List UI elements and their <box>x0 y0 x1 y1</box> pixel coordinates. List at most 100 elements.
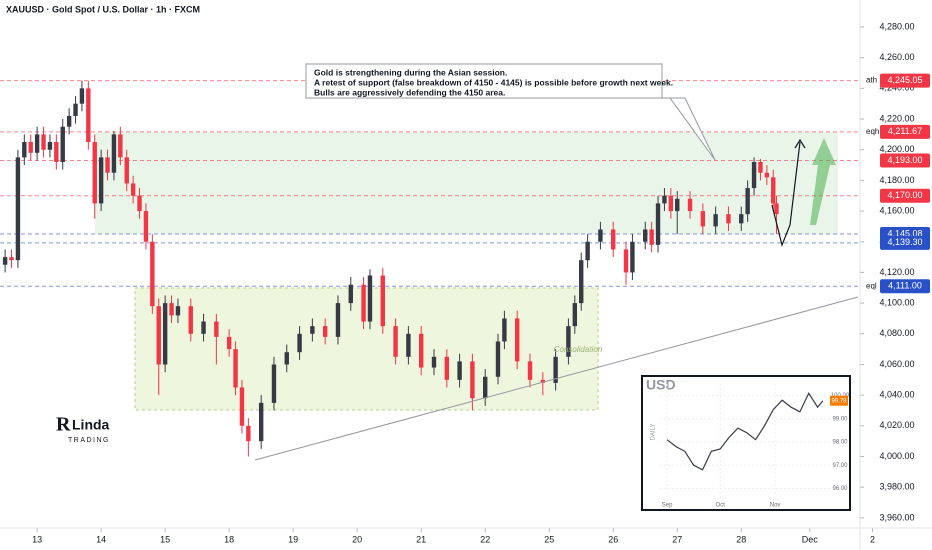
y-tick-label: 4,180.00 <box>879 175 914 185</box>
candle-body <box>623 249 629 273</box>
candle-body <box>2 257 8 265</box>
x-tick-label: 27 <box>672 534 682 544</box>
candle-body <box>9 257 14 261</box>
candle-body <box>655 203 661 245</box>
candle-body <box>22 142 27 158</box>
level-label: 4,245.05 <box>887 75 922 85</box>
level-label: 4,139.30 <box>887 237 922 247</box>
candle-body <box>47 142 53 150</box>
y-tick-label: 4,200.00 <box>879 144 914 154</box>
zone-label: Consolidation <box>554 345 603 354</box>
candle-body <box>322 326 328 337</box>
candle-body <box>643 229 648 242</box>
candle-body <box>751 161 757 189</box>
candle-body <box>687 198 693 212</box>
y-tick-label: 4,020.00 <box>879 420 914 430</box>
candle-body <box>124 157 129 184</box>
inset-subtitle: DAILY <box>651 424 657 441</box>
candle-body <box>226 336 232 350</box>
x-tick-label: 14 <box>96 534 106 544</box>
x-tick-label: 26 <box>608 534 618 544</box>
growth-arrow <box>810 138 836 225</box>
y-tick-label: 4,060.00 <box>879 359 914 369</box>
level-label: 4,170.00 <box>887 190 922 200</box>
inset-frame <box>641 375 851 511</box>
candle-body <box>572 303 578 327</box>
candle-body <box>310 326 315 334</box>
candle-body <box>515 318 520 362</box>
candle-body <box>495 341 501 377</box>
candle-body <box>431 356 437 368</box>
candle-body <box>214 321 219 337</box>
candle-body <box>137 195 142 212</box>
inset-y-tick-label: 97.00 <box>832 463 848 469</box>
x-tick-label: 25 <box>544 534 554 544</box>
logo-mark: R <box>56 414 71 436</box>
candle-body <box>668 195 674 212</box>
consolidation-box <box>134 287 599 411</box>
candle-body <box>611 229 616 250</box>
candle-body <box>335 303 341 337</box>
candle-body <box>233 349 238 388</box>
level-label: 4,211.67 <box>888 126 922 136</box>
candle-body <box>98 157 104 204</box>
candle-body <box>156 306 161 365</box>
candle-body <box>726 214 731 224</box>
candle-body <box>774 203 779 215</box>
callout-line: Gold is strengthening during the Asian s… <box>314 67 507 77</box>
candle-body <box>361 284 366 322</box>
candle-body <box>367 275 373 322</box>
x-tick-label: Dec <box>802 534 819 544</box>
inset-x-tick-label: Sep <box>662 503 673 509</box>
x-tick-label: 20 <box>352 534 362 544</box>
candle-body <box>457 361 462 380</box>
candle-body <box>162 303 168 365</box>
y-tick-label: 4,280.00 <box>879 21 914 31</box>
level-tag: ath <box>866 76 877 85</box>
candle-body <box>540 379 546 383</box>
logo-text: Linda <box>72 417 110 433</box>
candle-body <box>258 402 264 442</box>
y-tick-label: 4,120.00 <box>879 267 914 277</box>
y-tick-label: 4,000.00 <box>879 451 914 461</box>
level-label-box <box>880 279 930 294</box>
callout-line: Bulls are aggressively defending the 415… <box>314 87 505 97</box>
candle-body <box>527 361 533 380</box>
candle-body <box>764 172 770 178</box>
candle-body <box>297 333 302 353</box>
candle-body <box>444 356 449 380</box>
candle-body <box>675 198 680 212</box>
level-label-box <box>880 73 930 88</box>
candle-body <box>393 326 398 357</box>
candle-body <box>175 306 181 316</box>
candle-body <box>348 284 353 304</box>
forecast-path <box>771 141 801 247</box>
x-tick-label: 15 <box>160 534 170 544</box>
candle-body <box>118 134 123 158</box>
x-tick-label: 18 <box>224 534 234 544</box>
y-tick-label: 4,240.00 <box>879 83 914 93</box>
candle-body <box>188 306 193 334</box>
candle-body <box>60 126 65 162</box>
x-tick-label: 22 <box>480 534 490 544</box>
x-tick-label: 13 <box>32 534 42 544</box>
candle-body <box>28 142 33 153</box>
y-tick-label: 4,080.00 <box>879 328 914 338</box>
forecast-arrow-head <box>794 138 806 149</box>
logo-subtext: TRADING <box>68 437 110 444</box>
inset-y-tick-label: 99.00 <box>832 416 848 422</box>
candle-body <box>713 214 718 227</box>
x-tick-label: 19 <box>288 534 298 544</box>
trend-line <box>254 296 859 461</box>
candle-body <box>553 356 558 383</box>
candle-body <box>66 115 72 127</box>
candle-body <box>246 425 251 442</box>
level-label: 4,193.00 <box>887 155 922 165</box>
candle-body <box>130 183 136 196</box>
candle-body <box>92 142 97 204</box>
candle-body <box>771 177 776 204</box>
candle-body <box>79 88 85 104</box>
candle-body <box>201 321 206 334</box>
candle-body <box>239 387 245 426</box>
candle-body <box>566 326 571 357</box>
